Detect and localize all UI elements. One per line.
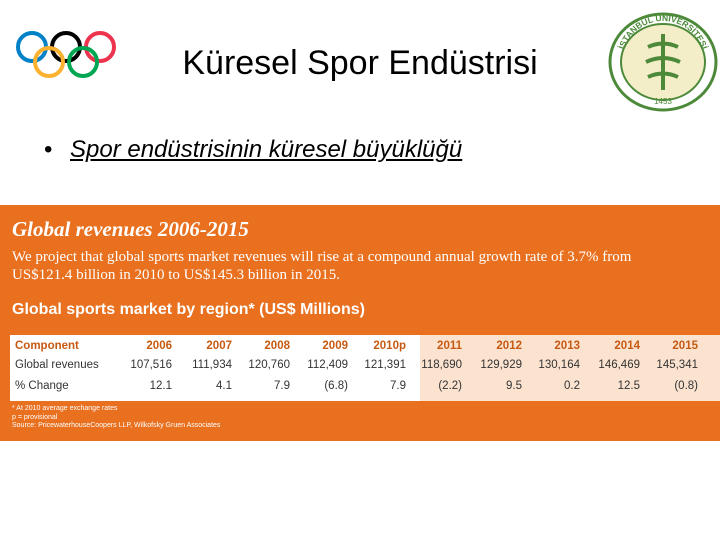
table-cell: 4.1 <box>216 380 232 392</box>
column-header: 2010p <box>373 340 406 352</box>
bullet-text: Spor endüstrisinin küresel büyüklüğü <box>70 136 463 163</box>
table-cell: 12.1 <box>149 380 172 392</box>
seal-year: 1453 <box>654 97 672 106</box>
panel-subtitle: Global sports market by region* (US$ Mil… <box>12 301 365 318</box>
table-cell: 7.9 <box>274 380 290 392</box>
panel-title: Global revenues 2006-2015 <box>12 217 249 241</box>
table-cell: 146,469 <box>598 359 640 371</box>
table-cell: 129,929 <box>480 359 522 371</box>
footnote: p = provisional <box>12 413 58 421</box>
olympic-rings <box>16 31 116 78</box>
table-cell: 12.5 <box>617 380 640 392</box>
table-cell: (2.2) <box>438 380 462 392</box>
bullet-dot: • <box>44 136 53 163</box>
table-cell: 118,690 <box>421 359 462 371</box>
table-cell: 120,760 <box>248 359 290 371</box>
table-cell: (6.8) <box>324 380 348 392</box>
table-cell: 0.2 <box>564 380 580 392</box>
table-cell: % Change <box>15 380 69 392</box>
table-cell: 9.5 <box>506 380 522 392</box>
column-header: 2013 <box>554 340 580 352</box>
table-cell: 121,391 <box>364 359 406 371</box>
column-header: 2011 <box>437 340 462 352</box>
table-cell: 112,409 <box>307 359 348 371</box>
table-cell: 130,164 <box>538 359 580 371</box>
footnote: * At 2010 average exchange rates <box>12 405 118 412</box>
table: Component 2006 2007 2008 2009 2010p 2011 2012 20… <box>10 335 720 401</box>
panel-text-line: We project that global sports market rev… <box>12 249 632 265</box>
table-cell: Global revenues <box>15 359 99 371</box>
column-header: 2014 <box>614 340 640 352</box>
footnote: Source: PricewaterhouseCoopers LLP, Wilk… <box>12 422 221 429</box>
table-cell: (0.8) <box>674 380 698 392</box>
revenue-panel: Global revenues 2006-2015 Global sports … <box>0 205 720 441</box>
table-cell: 111,934 <box>192 359 232 371</box>
table-cell: 107,516 <box>130 359 172 371</box>
university-seal: İSTANBUL ÜNİVERSİTESİ 1453 <box>608 12 718 112</box>
column-header: 2015 <box>672 340 698 352</box>
column-header: 2008 <box>264 340 290 352</box>
slide-title: Küresel Spor Endüstrisi <box>182 44 538 82</box>
table-cell: 145,341 <box>656 359 698 371</box>
table-cell: 7.9 <box>390 380 406 392</box>
forecast-shade <box>420 335 720 401</box>
column-header: 2007 <box>206 340 232 352</box>
panel-text-line: US$121.4 billion in 2010 to US$145.3 bil… <box>12 267 340 283</box>
column-header: 2009 <box>322 340 348 352</box>
column-header: 2006 <box>146 340 172 352</box>
column-header: Component <box>15 340 79 352</box>
column-header: 2012 <box>496 340 522 352</box>
